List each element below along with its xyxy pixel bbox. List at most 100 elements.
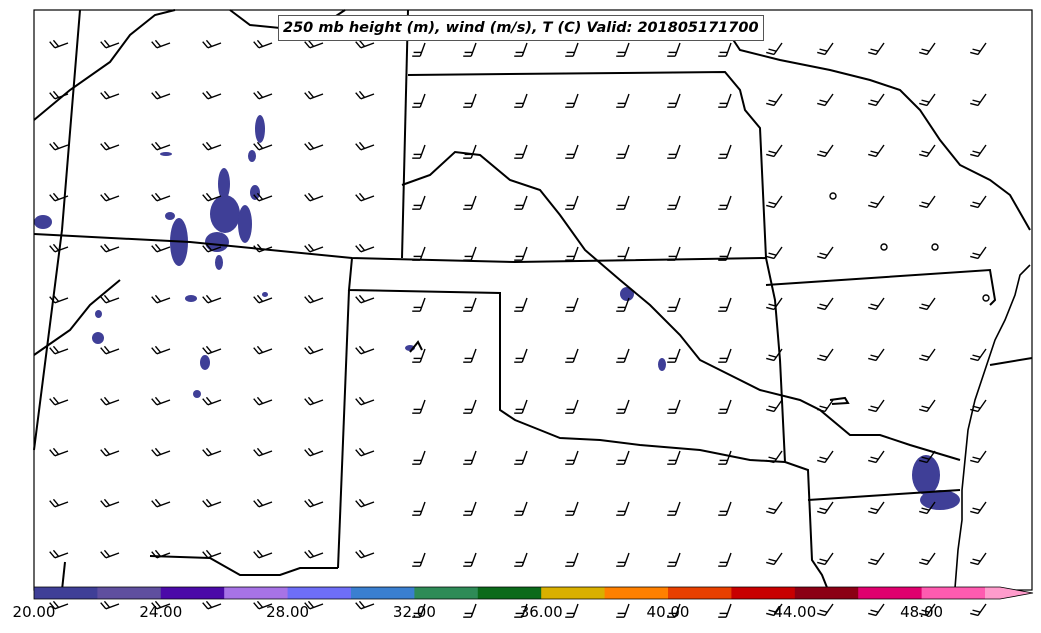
wind-barb bbox=[100, 549, 120, 559]
colorbar-segment bbox=[414, 587, 479, 599]
wind-barb bbox=[970, 93, 987, 107]
wind-barb bbox=[151, 345, 171, 355]
wind-barb bbox=[868, 348, 885, 362]
wind-barb bbox=[304, 600, 324, 610]
boundary-line bbox=[954, 264, 1031, 589]
wind-barb bbox=[49, 192, 69, 202]
boundary-line bbox=[409, 340, 423, 353]
wind-barb bbox=[151, 192, 171, 202]
wind-barb bbox=[100, 141, 120, 151]
wind-barb bbox=[412, 501, 426, 516]
wind-barb bbox=[355, 141, 375, 151]
wind-barb bbox=[970, 246, 987, 260]
wind-barb bbox=[412, 195, 426, 210]
wind-barb bbox=[202, 447, 222, 457]
colorbar-segment bbox=[351, 587, 415, 599]
colorbar-segment bbox=[97, 587, 162, 599]
shading-patch bbox=[248, 150, 256, 162]
wind-barb bbox=[565, 450, 579, 465]
colorbar-segment bbox=[731, 587, 796, 599]
colorbar-tick-label: 24.00 bbox=[139, 603, 183, 621]
wind-barb bbox=[718, 348, 732, 363]
wind-barb bbox=[253, 600, 273, 610]
colorbar-tick-label: 44.00 bbox=[773, 603, 817, 621]
wind-barb bbox=[718, 501, 732, 516]
wind-barb bbox=[817, 348, 834, 362]
shading-patch bbox=[912, 455, 940, 495]
wind-barb bbox=[616, 93, 630, 108]
wind-barb bbox=[412, 246, 426, 261]
wind-barb bbox=[766, 603, 783, 617]
shading-patch bbox=[92, 332, 104, 344]
wind-barb bbox=[919, 450, 936, 464]
colorbar-segment bbox=[160, 587, 225, 599]
wind-barb bbox=[253, 192, 273, 202]
wind-barb bbox=[100, 243, 120, 253]
wind-barb bbox=[463, 399, 477, 414]
wind-barb bbox=[100, 600, 120, 610]
wind-barb bbox=[514, 450, 528, 465]
wind-barb bbox=[49, 447, 69, 457]
wind-barb bbox=[931, 243, 939, 251]
wind-barb bbox=[868, 144, 885, 158]
wind-barb bbox=[304, 345, 324, 355]
wind-barb bbox=[616, 42, 630, 57]
wind-barb bbox=[970, 450, 987, 464]
wind-barb bbox=[514, 348, 528, 363]
wind-barb bbox=[412, 399, 426, 414]
wind-barb bbox=[970, 552, 987, 566]
temperature-shading bbox=[34, 115, 960, 510]
wind-barb bbox=[412, 144, 426, 159]
colorbar-segment bbox=[985, 587, 1033, 599]
wind-barb bbox=[718, 603, 732, 618]
wind-barb bbox=[253, 549, 273, 559]
wind-barb bbox=[667, 552, 681, 567]
wind-barb bbox=[100, 498, 120, 508]
wind-barb bbox=[49, 243, 69, 253]
wind-barb bbox=[718, 399, 732, 414]
wind-barb bbox=[565, 297, 579, 312]
boundary-line bbox=[33, 9, 81, 451]
wind-barb bbox=[355, 549, 375, 559]
wind-barb bbox=[970, 42, 987, 56]
wind-barb bbox=[514, 42, 528, 57]
shading-patch bbox=[238, 205, 252, 243]
wind-barb bbox=[919, 42, 936, 56]
wind-barb bbox=[565, 246, 579, 261]
wind-barb bbox=[151, 549, 171, 559]
wind-barb bbox=[514, 399, 528, 414]
wind-barb bbox=[253, 294, 273, 304]
map-title: 250 mb height (m), wind (m/s), T (C) Val… bbox=[278, 15, 764, 41]
wind-barb bbox=[202, 141, 222, 151]
wind-barb bbox=[100, 447, 120, 457]
colorbar-segment bbox=[794, 587, 859, 599]
wind-barb bbox=[766, 501, 783, 515]
wind-barb bbox=[463, 348, 477, 363]
wind-barb bbox=[970, 195, 987, 209]
wind-barb bbox=[766, 144, 783, 158]
wind-barb bbox=[412, 450, 426, 465]
wind-barb bbox=[970, 144, 987, 158]
wind-barb bbox=[616, 195, 630, 210]
boundary-line bbox=[407, 70, 829, 591]
colorbar-segment bbox=[921, 587, 986, 599]
wind-barb bbox=[253, 141, 273, 151]
wind-barb bbox=[919, 348, 936, 362]
wind-barb bbox=[100, 90, 120, 100]
colorbar-segment bbox=[541, 587, 606, 599]
colorbar-segment bbox=[34, 587, 98, 599]
wind-barb bbox=[817, 501, 834, 515]
wind-barb bbox=[667, 93, 681, 108]
wind-barb bbox=[868, 297, 885, 311]
shading-patch bbox=[250, 185, 260, 200]
wind-barb bbox=[970, 348, 987, 362]
wind-barb bbox=[355, 90, 375, 100]
wind-barb bbox=[463, 42, 477, 57]
wind-barb bbox=[868, 603, 885, 617]
wind-barb bbox=[970, 501, 987, 515]
wind-barb bbox=[667, 297, 681, 312]
wind-barb bbox=[565, 348, 579, 363]
wind-barb bbox=[766, 348, 783, 362]
boundary-line bbox=[149, 555, 338, 576]
wind-barb bbox=[253, 39, 273, 49]
